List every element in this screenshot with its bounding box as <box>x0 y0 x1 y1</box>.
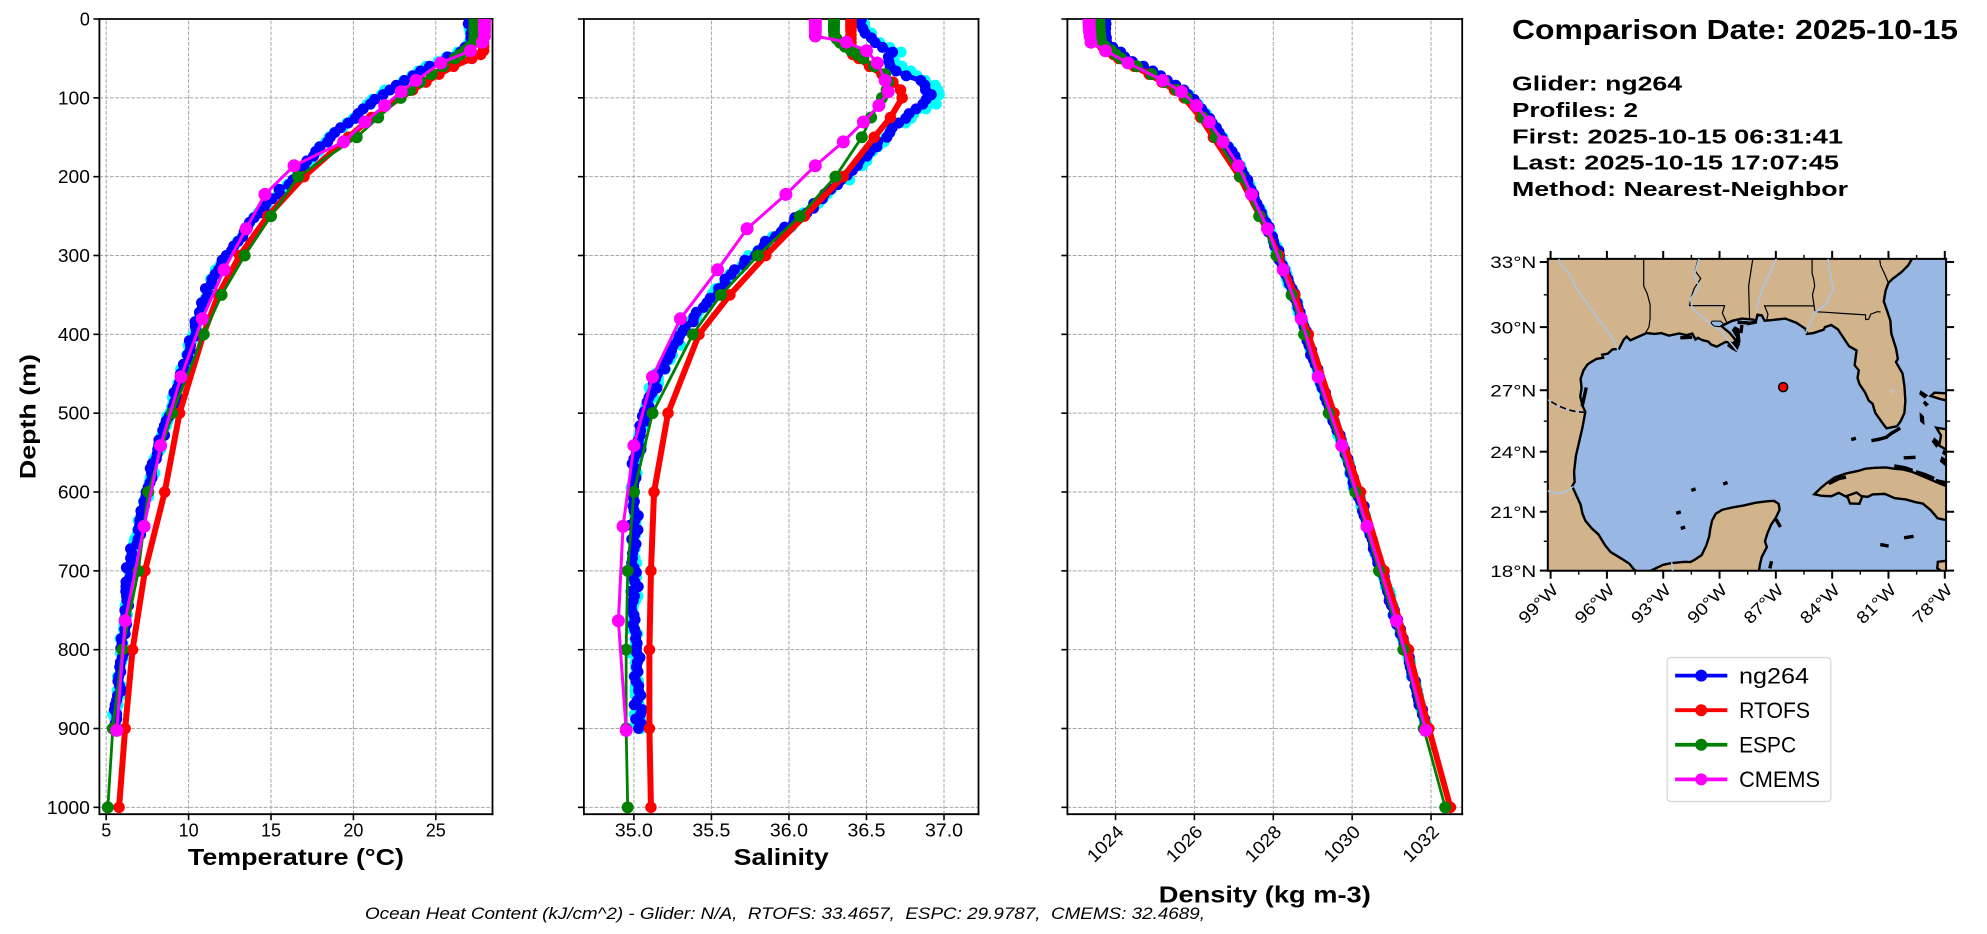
svg-text:First: 2025-10-15 06:31:41: First: 2025-10-15 06:31:41 <box>1512 126 1843 148</box>
svg-text:36.0: 36.0 <box>770 821 808 841</box>
svg-text:400: 400 <box>58 325 90 345</box>
svg-text:35.5: 35.5 <box>692 821 730 841</box>
svg-text:500: 500 <box>58 404 90 424</box>
svg-text:ng264: ng264 <box>1739 663 1809 688</box>
svg-text:10: 10 <box>179 821 199 841</box>
svg-text:1000: 1000 <box>47 798 90 818</box>
svg-text:800: 800 <box>58 640 90 660</box>
svg-text:30°N: 30°N <box>1490 318 1536 337</box>
svg-text:CMEMS: CMEMS <box>1739 767 1820 792</box>
svg-text:0: 0 <box>80 10 90 30</box>
svg-text:5: 5 <box>101 821 111 841</box>
svg-text:25: 25 <box>426 821 446 841</box>
svg-text:700: 700 <box>58 561 90 581</box>
svg-text:33°N: 33°N <box>1490 253 1536 272</box>
svg-text:15: 15 <box>261 821 281 841</box>
svg-text:Temperature (°C): Temperature (°C) <box>188 844 404 870</box>
svg-text:Density (kg m-3): Density (kg m-3) <box>1159 882 1371 908</box>
svg-text:ESPC: ESPC <box>1739 732 1796 757</box>
svg-text:35.0: 35.0 <box>615 821 653 841</box>
svg-text:36.5: 36.5 <box>847 821 885 841</box>
svg-text:RTOFS: RTOFS <box>1739 698 1810 723</box>
svg-text:600: 600 <box>58 483 90 503</box>
svg-text:24°N: 24°N <box>1490 443 1536 462</box>
svg-text:21°N: 21°N <box>1490 503 1536 522</box>
svg-text:27°N: 27°N <box>1490 381 1536 400</box>
svg-text:100: 100 <box>58 88 90 108</box>
svg-text:Last: 2025-10-15 17:07:45: Last: 2025-10-15 17:07:45 <box>1512 153 1839 175</box>
svg-text:900: 900 <box>58 719 90 739</box>
svg-text:Glider: ng264: Glider: ng264 <box>1512 74 1683 96</box>
svg-text:Method: Nearest-Neighbor: Method: Nearest-Neighbor <box>1512 179 1848 201</box>
svg-text:Profiles: 2: Profiles: 2 <box>1512 100 1638 122</box>
svg-text:300: 300 <box>58 246 90 266</box>
svg-text:200: 200 <box>58 167 90 187</box>
svg-text:18°N: 18°N <box>1490 562 1536 581</box>
svg-text:Salinity: Salinity <box>734 844 829 870</box>
svg-text:Comparison Date: 2025-10-15: Comparison Date: 2025-10-15 <box>1512 14 1958 45</box>
svg-text:20: 20 <box>343 821 363 841</box>
svg-text:Depth (m): Depth (m) <box>15 354 40 479</box>
svg-text:37.0: 37.0 <box>925 821 963 841</box>
svg-text:Ocean Heat Content (kJ/cm^2) -: Ocean Heat Content (kJ/cm^2) - Glider: N… <box>365 905 1205 923</box>
